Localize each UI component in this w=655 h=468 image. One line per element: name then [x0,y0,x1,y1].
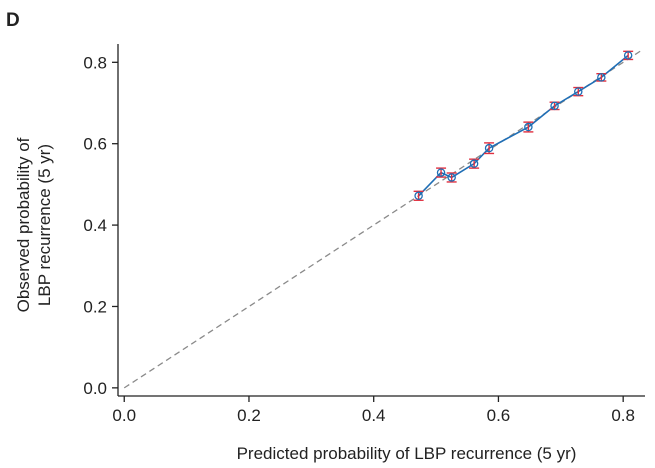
panel-label: D [6,10,20,31]
y-axis-label-line1: Observed probability of [14,137,33,312]
y-tick-label: 0.2 [83,297,107,316]
y-tick-label: 0.8 [83,53,107,72]
data-point [550,101,559,111]
axes: 0.0 0.2 0.4 0.6 0.8 0.0 0.2 0.4 0.6 0.8 [83,44,645,425]
axis-labels-layer: Predicted probability of LBP recurrence … [14,137,576,463]
series-line [418,54,629,197]
data-point [436,168,446,177]
x-tick-label: 0.4 [362,406,386,425]
data-point [597,73,606,82]
data-point [484,143,494,153]
data-point [524,122,533,132]
y-tick-label: 0.6 [83,135,107,154]
x-tick-label: 0.2 [237,406,261,425]
data-point [414,191,423,201]
x-tick-label: 0.0 [112,406,136,425]
x-tick-label: 0.6 [487,406,511,425]
reference-line-layer [123,49,643,389]
y-tick-label: 0.4 [83,216,107,235]
x-axis-label: Predicted probability of LBP recurrence … [237,444,577,463]
data-point [447,173,456,182]
data-point [623,51,633,60]
data-point [574,87,583,96]
x-tick-label: 0.8 [611,406,635,425]
reference-line [123,49,643,389]
data-point [469,159,479,168]
y-tick-label: 0.0 [83,379,107,398]
series-layer [413,50,634,201]
y-axis-label-line2: LBP recurrence (5 yr) [35,144,54,306]
